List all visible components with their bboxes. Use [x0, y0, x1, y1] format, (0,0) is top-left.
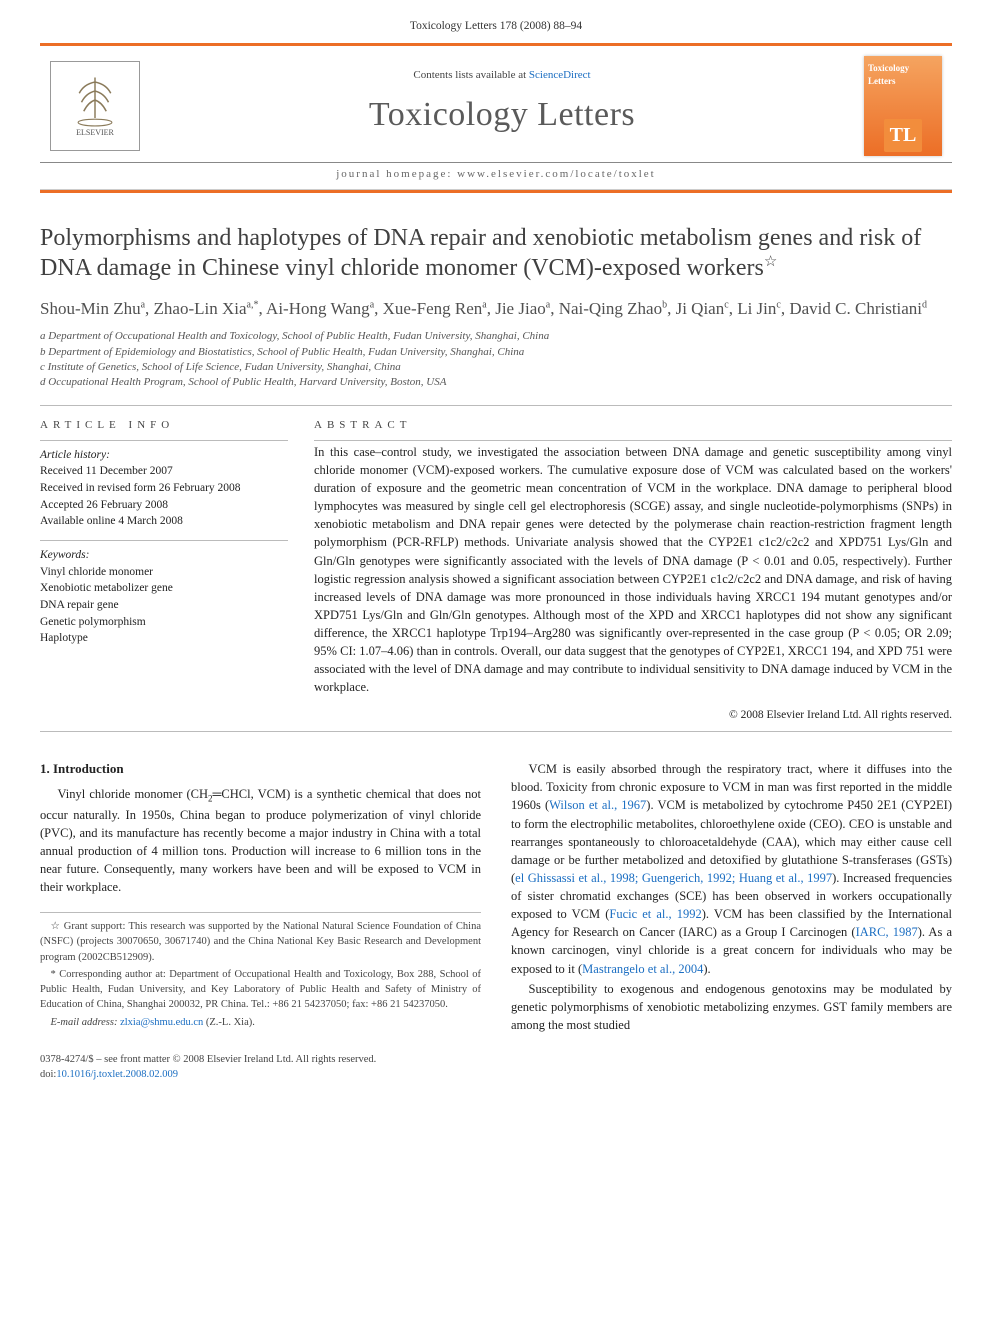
- footnote-grant: ☆ Grant support: This research was suppo…: [40, 919, 481, 965]
- contents-pre: Contents lists available at: [413, 69, 528, 81]
- keyword: Vinyl chloride monomer: [40, 564, 288, 581]
- title-footnote-marker: ☆: [764, 254, 777, 270]
- abstract-copyright: © 2008 Elsevier Ireland Ltd. All rights …: [314, 707, 952, 724]
- rule: [40, 540, 288, 541]
- keyword: DNA repair gene: [40, 597, 288, 614]
- citation-link[interactable]: Wilson et al., 1967: [549, 798, 646, 812]
- history-line: Received 11 December 2007: [40, 463, 288, 480]
- rule: [40, 405, 952, 406]
- citation-link[interactable]: Fucic et al., 1992: [609, 907, 701, 921]
- corresponding-email-link[interactable]: zlxia@shmu.edu.cn: [120, 1017, 203, 1028]
- contents-available-line: Contents lists available at ScienceDirec…: [140, 68, 864, 84]
- keywords-block: Keywords: Vinyl chloride monomer Xenobio…: [40, 547, 288, 647]
- sciencedirect-link[interactable]: ScienceDirect: [529, 69, 591, 81]
- masthead-center: Contents lists available at ScienceDirec…: [140, 68, 864, 143]
- citation-link[interactable]: IARC, 1987: [856, 925, 918, 939]
- abstract-column: ABSTRACT In this case–control study, we …: [314, 414, 952, 723]
- email-name: (Z.-L. Xia).: [206, 1017, 255, 1028]
- email-label: E-mail address:: [51, 1017, 121, 1028]
- citation-link[interactable]: el Ghissassi et al., 1998; Guengerich, 1…: [515, 871, 832, 885]
- affiliation: b Department of Epidemiology and Biostat…: [40, 345, 952, 360]
- text: Vinyl chloride monomer (CH: [58, 787, 209, 801]
- thumbnail-title: Toxicology Letters: [868, 62, 938, 88]
- article-info-column: ARTICLE INFO Article history: Received 1…: [40, 414, 288, 723]
- doi-label: doi:: [40, 1069, 56, 1080]
- keyword: Haplotype: [40, 630, 288, 647]
- journal-homepage-line: journal homepage: www.elsevier.com/locat…: [40, 163, 952, 190]
- author-list: Shou-Min Zhua, Zhao-Lin Xiaa,*, Ai-Hong …: [40, 297, 952, 322]
- article-info-heading: ARTICLE INFO: [40, 418, 288, 434]
- footnote-corresponding: * Corresponding author at: Department of…: [40, 967, 481, 1013]
- affiliation: c Institute of Genetics, School of Life …: [40, 360, 952, 375]
- publisher-name: ELSEVIER: [76, 127, 114, 139]
- rule: [40, 440, 288, 441]
- keyword: Genetic polymorphism: [40, 614, 288, 631]
- affiliation: d Occupational Health Program, School of…: [40, 375, 952, 390]
- journal-masthead: ELSEVIER Contents lists available at Sci…: [40, 43, 952, 163]
- paragraph: Vinyl chloride monomer (CH2═CHCl, VCM) i…: [40, 785, 481, 896]
- citation-link[interactable]: Mastrangelo et al., 2004: [582, 962, 703, 976]
- article-history-block: Article history: Received 11 December 20…: [40, 447, 288, 530]
- doi-line: doi:10.1016/j.toxlet.2008.02.009: [40, 1067, 952, 1082]
- article-title-text: Polymorphisms and haplotypes of DNA repa…: [40, 225, 921, 281]
- publisher-logo: ELSEVIER: [50, 61, 140, 151]
- history-label: Article history:: [40, 447, 288, 464]
- article-body: 1. Introduction Vinyl chloride monomer (…: [40, 760, 952, 1034]
- history-line: Accepted 26 February 2008: [40, 497, 288, 514]
- history-line: Received in revised form 26 February 200…: [40, 480, 288, 497]
- journal-title: Toxicology Letters: [140, 90, 864, 139]
- text: ═CHCl, VCM) is a synthetic chemical that…: [40, 787, 481, 894]
- history-line: Available online 4 March 2008: [40, 513, 288, 530]
- abstract-text: In this case–control study, we investiga…: [314, 443, 952, 697]
- info-abstract-row: ARTICLE INFO Article history: Received 1…: [40, 414, 952, 723]
- doi-link[interactable]: 10.1016/j.toxlet.2008.02.009: [56, 1069, 178, 1080]
- orange-rule: [40, 190, 952, 193]
- front-matter-line: 0378-4274/$ – see front matter © 2008 El…: [40, 1052, 952, 1067]
- running-header: Toxicology Letters 178 (2008) 88–94: [0, 0, 992, 41]
- keywords-label: Keywords:: [40, 547, 288, 564]
- article-title: Polymorphisms and haplotypes of DNA repa…: [40, 223, 952, 283]
- paragraph: Susceptibility to exogenous and endogeno…: [511, 980, 952, 1034]
- elsevier-tree-icon: [71, 73, 119, 127]
- doi-footer: 0378-4274/$ – see front matter © 2008 El…: [40, 1052, 952, 1082]
- section-heading: 1. Introduction: [40, 760, 481, 779]
- rule: [314, 440, 952, 441]
- thumbnail-badge: TL: [884, 119, 923, 152]
- affiliations: a Department of Occupational Health and …: [40, 329, 952, 391]
- footnotes-block: ☆ Grant support: This research was suppo…: [40, 912, 481, 1030]
- keyword: Xenobiotic metabolizer gene: [40, 580, 288, 597]
- footnote-email: E-mail address: zlxia@shmu.edu.cn (Z.-L.…: [40, 1015, 481, 1030]
- rule: [40, 731, 952, 732]
- paragraph: VCM is easily absorbed through the respi…: [511, 760, 952, 978]
- affiliation: a Department of Occupational Health and …: [40, 329, 952, 344]
- journal-cover-thumbnail: Toxicology Letters TL: [864, 56, 942, 156]
- text: ).: [703, 962, 710, 976]
- abstract-heading: ABSTRACT: [314, 418, 952, 434]
